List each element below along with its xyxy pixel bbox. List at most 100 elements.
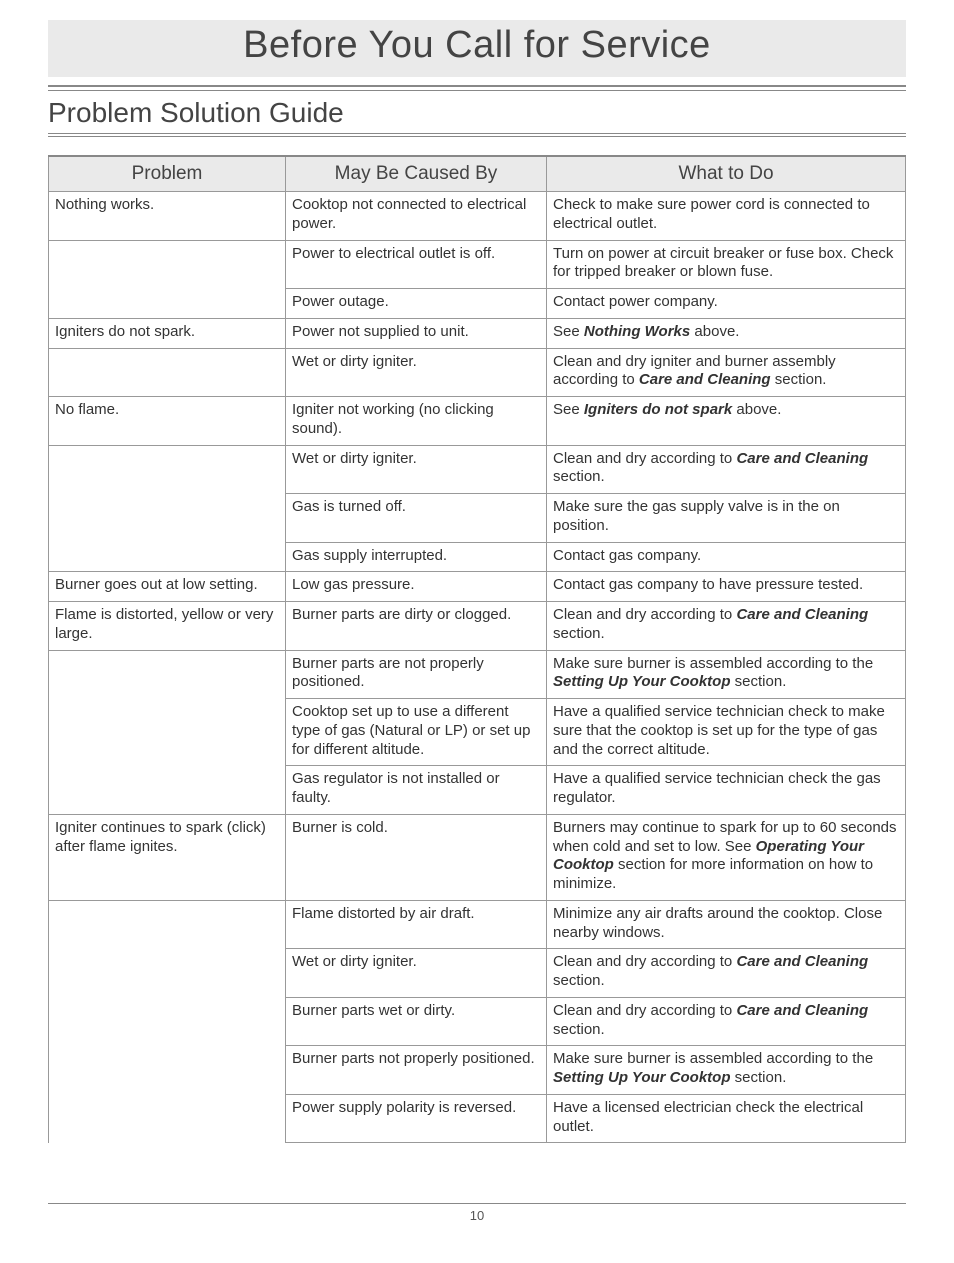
table-header-row: Problem May Be Caused By What to Do [49,156,906,192]
header-rule [48,85,906,91]
cause-cell: Burner is cold. [286,814,547,900]
table-row: Burner parts not properly positioned.Mak… [49,1046,906,1095]
action-cell: See Igniters do not spark above. [547,397,906,446]
problem-cell [49,348,286,397]
problem-cell: Nothing works. [49,192,286,241]
cause-cell: Burner parts are dirty or clogged. [286,602,547,651]
action-cell: Make sure burner is assembled according … [547,1046,906,1095]
cause-cell: Flame distorted by air draft. [286,900,547,949]
problem-cell [49,997,286,1046]
action-cell: Clean and dry according to Care and Clea… [547,445,906,494]
col-header-cause: May Be Caused By [286,156,547,192]
table-row: Wet or dirty igniter.Clean and dry ignit… [49,348,906,397]
problem-cell [49,1094,286,1143]
cross-reference: Care and Cleaning [736,450,868,467]
action-cell: Have a qualified service technician chec… [547,699,906,766]
table-row: Nothing works.Cooktop not connected to e… [49,192,906,241]
cross-reference: Care and Cleaning [736,1002,868,1019]
problem-cell: Igniters do not spark. [49,318,286,348]
action-cell: Clean and dry according to Care and Clea… [547,949,906,998]
cause-cell: Cooktop set up to use a different type o… [286,699,547,766]
problem-cell [49,900,286,949]
problem-cell [49,650,286,699]
cause-cell: Power not supplied to unit. [286,318,547,348]
problem-cell [49,1046,286,1095]
page-footer: 10 [48,1203,906,1223]
problem-cell [49,445,286,494]
col-header-action: What to Do [547,156,906,192]
problem-cell: Burner goes out at low setting. [49,572,286,602]
section-title: Problem Solution Guide [48,97,906,129]
table-row: Flame distorted by air draft.Minimize an… [49,900,906,949]
problem-cell [49,240,286,289]
cross-reference: Setting Up Your Cooktop [553,1069,731,1086]
action-cell: Have a qualified service technician chec… [547,766,906,815]
cause-cell: Low gas pressure. [286,572,547,602]
action-cell: Clean and dry according to Care and Clea… [547,602,906,651]
action-cell: See Nothing Works above. [547,318,906,348]
cause-cell: Wet or dirty igniter. [286,445,547,494]
problem-solution-table: Problem May Be Caused By What to Do Noth… [48,155,906,1143]
problem-cell [49,766,286,815]
action-cell: Clean and dry igniter and burner assembl… [547,348,906,397]
table-row: Power to electrical outlet is off.Turn o… [49,240,906,289]
problem-cell [49,699,286,766]
action-cell: Contact gas company. [547,542,906,572]
cause-cell: Power supply polarity is reversed. [286,1094,547,1143]
table-row: Cooktop set up to use a different type o… [49,699,906,766]
cross-reference: Operating Your Cooktop [553,838,864,874]
problem-cell [49,542,286,572]
table-row: Gas regulator is not installed or faulty… [49,766,906,815]
table-row: Power outage.Contact power company. [49,289,906,319]
cause-cell: Igniter not working (no clicking sound). [286,397,547,446]
action-cell: Contact power company. [547,289,906,319]
table-row: Wet or dirty igniter.Clean and dry accor… [49,445,906,494]
table-row: Wet or dirty igniter.Clean and dry accor… [49,949,906,998]
table-row: Burner parts wet or dirty.Clean and dry … [49,997,906,1046]
col-header-problem: Problem [49,156,286,192]
problem-cell [49,494,286,543]
cause-cell: Wet or dirty igniter. [286,348,547,397]
problem-cell: Flame is distorted, yellow or very large… [49,602,286,651]
table-row: No flame.Igniter not working (no clickin… [49,397,906,446]
cause-cell: Gas is turned off. [286,494,547,543]
problem-cell: Igniter continues to spark (click) after… [49,814,286,900]
table-row: Burner parts are not properly positioned… [49,650,906,699]
action-cell: Turn on power at circuit breaker or fuse… [547,240,906,289]
cause-cell: Wet or dirty igniter. [286,949,547,998]
cause-cell: Cooktop not connected to electrical powe… [286,192,547,241]
table-row: Gas is turned off.Make sure the gas supp… [49,494,906,543]
cross-reference: Care and Cleaning [736,953,868,970]
section-rule [48,133,906,137]
action-cell: Contact gas company to have pressure tes… [547,572,906,602]
page-root: Before You Call for Service Problem Solu… [0,0,954,1263]
table-row: Gas supply interrupted.Contact gas compa… [49,542,906,572]
cause-cell: Power to electrical outlet is off. [286,240,547,289]
cross-reference: Care and Cleaning [639,371,771,388]
table-row: Burner goes out at low setting.Low gas p… [49,572,906,602]
table-row: Flame is distorted, yellow or very large… [49,602,906,651]
table-row: Igniter continues to spark (click) after… [49,814,906,900]
action-cell: Minimize any air drafts around the cookt… [547,900,906,949]
table-row: Igniters do not spark.Power not supplied… [49,318,906,348]
problem-cell: No flame. [49,397,286,446]
action-cell: Make sure burner is assembled according … [547,650,906,699]
cause-cell: Gas supply interrupted. [286,542,547,572]
table-row: Power supply polarity is reversed.Have a… [49,1094,906,1143]
cause-cell: Burner parts wet or dirty. [286,997,547,1046]
cause-cell: Burner parts are not properly positioned… [286,650,547,699]
cause-cell: Power outage. [286,289,547,319]
cause-cell: Burner parts not properly positioned. [286,1046,547,1095]
cross-reference: Igniters do not spark [584,401,732,418]
action-cell: Burners may continue to spark for up to … [547,814,906,900]
problem-cell [49,949,286,998]
cause-cell: Gas regulator is not installed or faulty… [286,766,547,815]
cross-reference: Setting Up Your Cooktop [553,673,731,690]
action-cell: Make sure the gas supply valve is in the… [547,494,906,543]
problem-cell [49,289,286,319]
page-number: 10 [470,1208,484,1223]
action-cell: Clean and dry according to Care and Clea… [547,997,906,1046]
cross-reference: Nothing Works [584,323,690,340]
action-cell: Check to make sure power cord is connect… [547,192,906,241]
action-cell: Have a licensed electrician check the el… [547,1094,906,1143]
